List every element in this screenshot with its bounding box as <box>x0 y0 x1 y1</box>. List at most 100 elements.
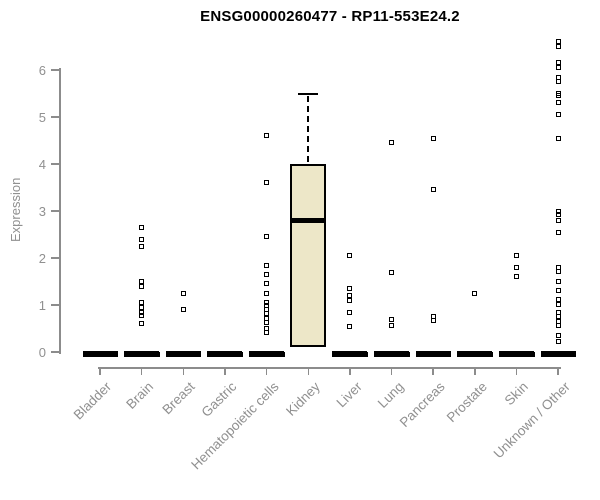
outlier-point <box>347 297 353 303</box>
x-axis-tick <box>390 368 393 375</box>
outlier-point <box>514 264 519 270</box>
outlier-point <box>555 135 561 141</box>
boxplot-zero-bar <box>457 350 493 357</box>
outlier-point <box>555 60 561 66</box>
outlier-point <box>264 133 270 139</box>
outlier-point <box>555 44 561 49</box>
outlier-point <box>555 296 561 302</box>
outlier-point <box>389 140 395 146</box>
y-axis-tick <box>51 210 59 212</box>
outlier-point <box>555 74 561 80</box>
outlier-point <box>555 301 561 307</box>
y-axis-tick <box>51 304 59 306</box>
outlier-point <box>347 286 353 292</box>
boxplot-zero-notch <box>487 352 493 357</box>
x-axis-tick <box>432 368 434 375</box>
x-axis-tick <box>349 368 351 375</box>
boxplot-zero-bar <box>499 350 534 357</box>
outlier-point <box>347 293 353 299</box>
boxplot-zero-bar <box>540 350 576 357</box>
outlier-point <box>555 100 561 106</box>
outlier-point <box>430 135 436 141</box>
boxplot-zero-bar <box>207 350 243 357</box>
outlier-point <box>264 281 270 287</box>
outlier-point <box>555 309 561 315</box>
y-tick-label: 3 <box>38 203 46 219</box>
x-tick-label: Prostate <box>443 379 490 426</box>
outlier-point <box>389 316 395 322</box>
x-tick-label: Gastric <box>198 379 240 420</box>
outlier-point <box>264 234 270 240</box>
outlier-point <box>430 318 436 324</box>
outlier-point <box>555 65 561 71</box>
outlier-point <box>555 93 561 99</box>
y-axis-tick <box>51 69 59 71</box>
outlier-point <box>389 322 395 328</box>
boxplot-zero-bar <box>165 350 201 357</box>
boxplot-zero-notch <box>113 352 118 357</box>
outlier-point <box>555 212 561 218</box>
outlier-point <box>180 307 186 313</box>
y-axis-tick <box>51 116 59 118</box>
outlier-point <box>555 229 561 235</box>
boxplot-zero-notch <box>279 352 285 357</box>
outlier-point <box>472 290 478 296</box>
outlier-point <box>139 300 145 306</box>
x-tick-label: Lung <box>374 379 407 411</box>
chart-title: ENSG00000260477 - RP11-553E24.2 <box>200 8 460 25</box>
outlier-point <box>555 268 561 274</box>
outlier-point <box>180 290 186 296</box>
outlier-point <box>555 333 561 339</box>
y-tick-label: 1 <box>38 297 46 313</box>
outlier-point <box>264 320 270 326</box>
boxplot-zero-notch <box>529 352 535 357</box>
x-tick-label: Kidney <box>283 379 323 419</box>
x-axis-tick <box>474 368 476 375</box>
outlier-point <box>555 314 561 320</box>
boxplot-zero-bar <box>249 350 285 357</box>
x-tick-label: Bladder <box>71 379 115 423</box>
y-tick-label: 4 <box>38 156 46 172</box>
y-axis-line <box>59 68 61 354</box>
y-tick-label: 2 <box>38 250 46 266</box>
x-axis-line <box>98 367 561 369</box>
outlier-point <box>139 243 145 249</box>
boxplot-zero-bar <box>415 350 451 357</box>
outlier-point <box>555 217 561 223</box>
outlier-point <box>139 279 145 284</box>
outlier-point <box>389 269 395 275</box>
boxplot-zero-notch <box>571 352 577 357</box>
x-axis-tick <box>557 368 559 375</box>
x-tick-label: Brain <box>123 379 157 412</box>
outlier-point <box>264 300 270 306</box>
outlier-point <box>555 339 561 345</box>
y-axis-tick <box>51 257 59 259</box>
outlier-point <box>514 253 519 259</box>
outlier-point <box>139 283 145 289</box>
y-axis-tick <box>51 351 59 353</box>
outlier-point <box>264 262 270 268</box>
boxplot-zero-notch <box>404 352 410 357</box>
y-tick-label: 0 <box>38 344 46 360</box>
x-axis-tick <box>307 368 309 375</box>
boxplot-median-line <box>290 217 327 223</box>
x-axis-tick <box>140 368 143 375</box>
outlier-point <box>555 112 561 118</box>
outlier-point <box>347 253 353 259</box>
outlier-point <box>514 274 519 280</box>
x-tick-label: Liver <box>333 379 365 411</box>
outlier-point <box>555 279 561 284</box>
x-axis-tick <box>182 368 185 375</box>
boxplot-zero-bar <box>332 350 368 357</box>
outlier-point <box>264 271 270 277</box>
outlier-point <box>555 288 561 294</box>
boxplot-zero-notch <box>154 352 160 357</box>
outlier-point <box>347 309 353 315</box>
x-axis-tick <box>515 368 518 375</box>
outlier-point <box>139 309 145 315</box>
x-tick-label: Skin <box>501 379 532 409</box>
x-axis-tick <box>99 368 101 375</box>
y-tick-label: 5 <box>38 109 46 125</box>
boxplot-whisker-line <box>307 95 310 163</box>
